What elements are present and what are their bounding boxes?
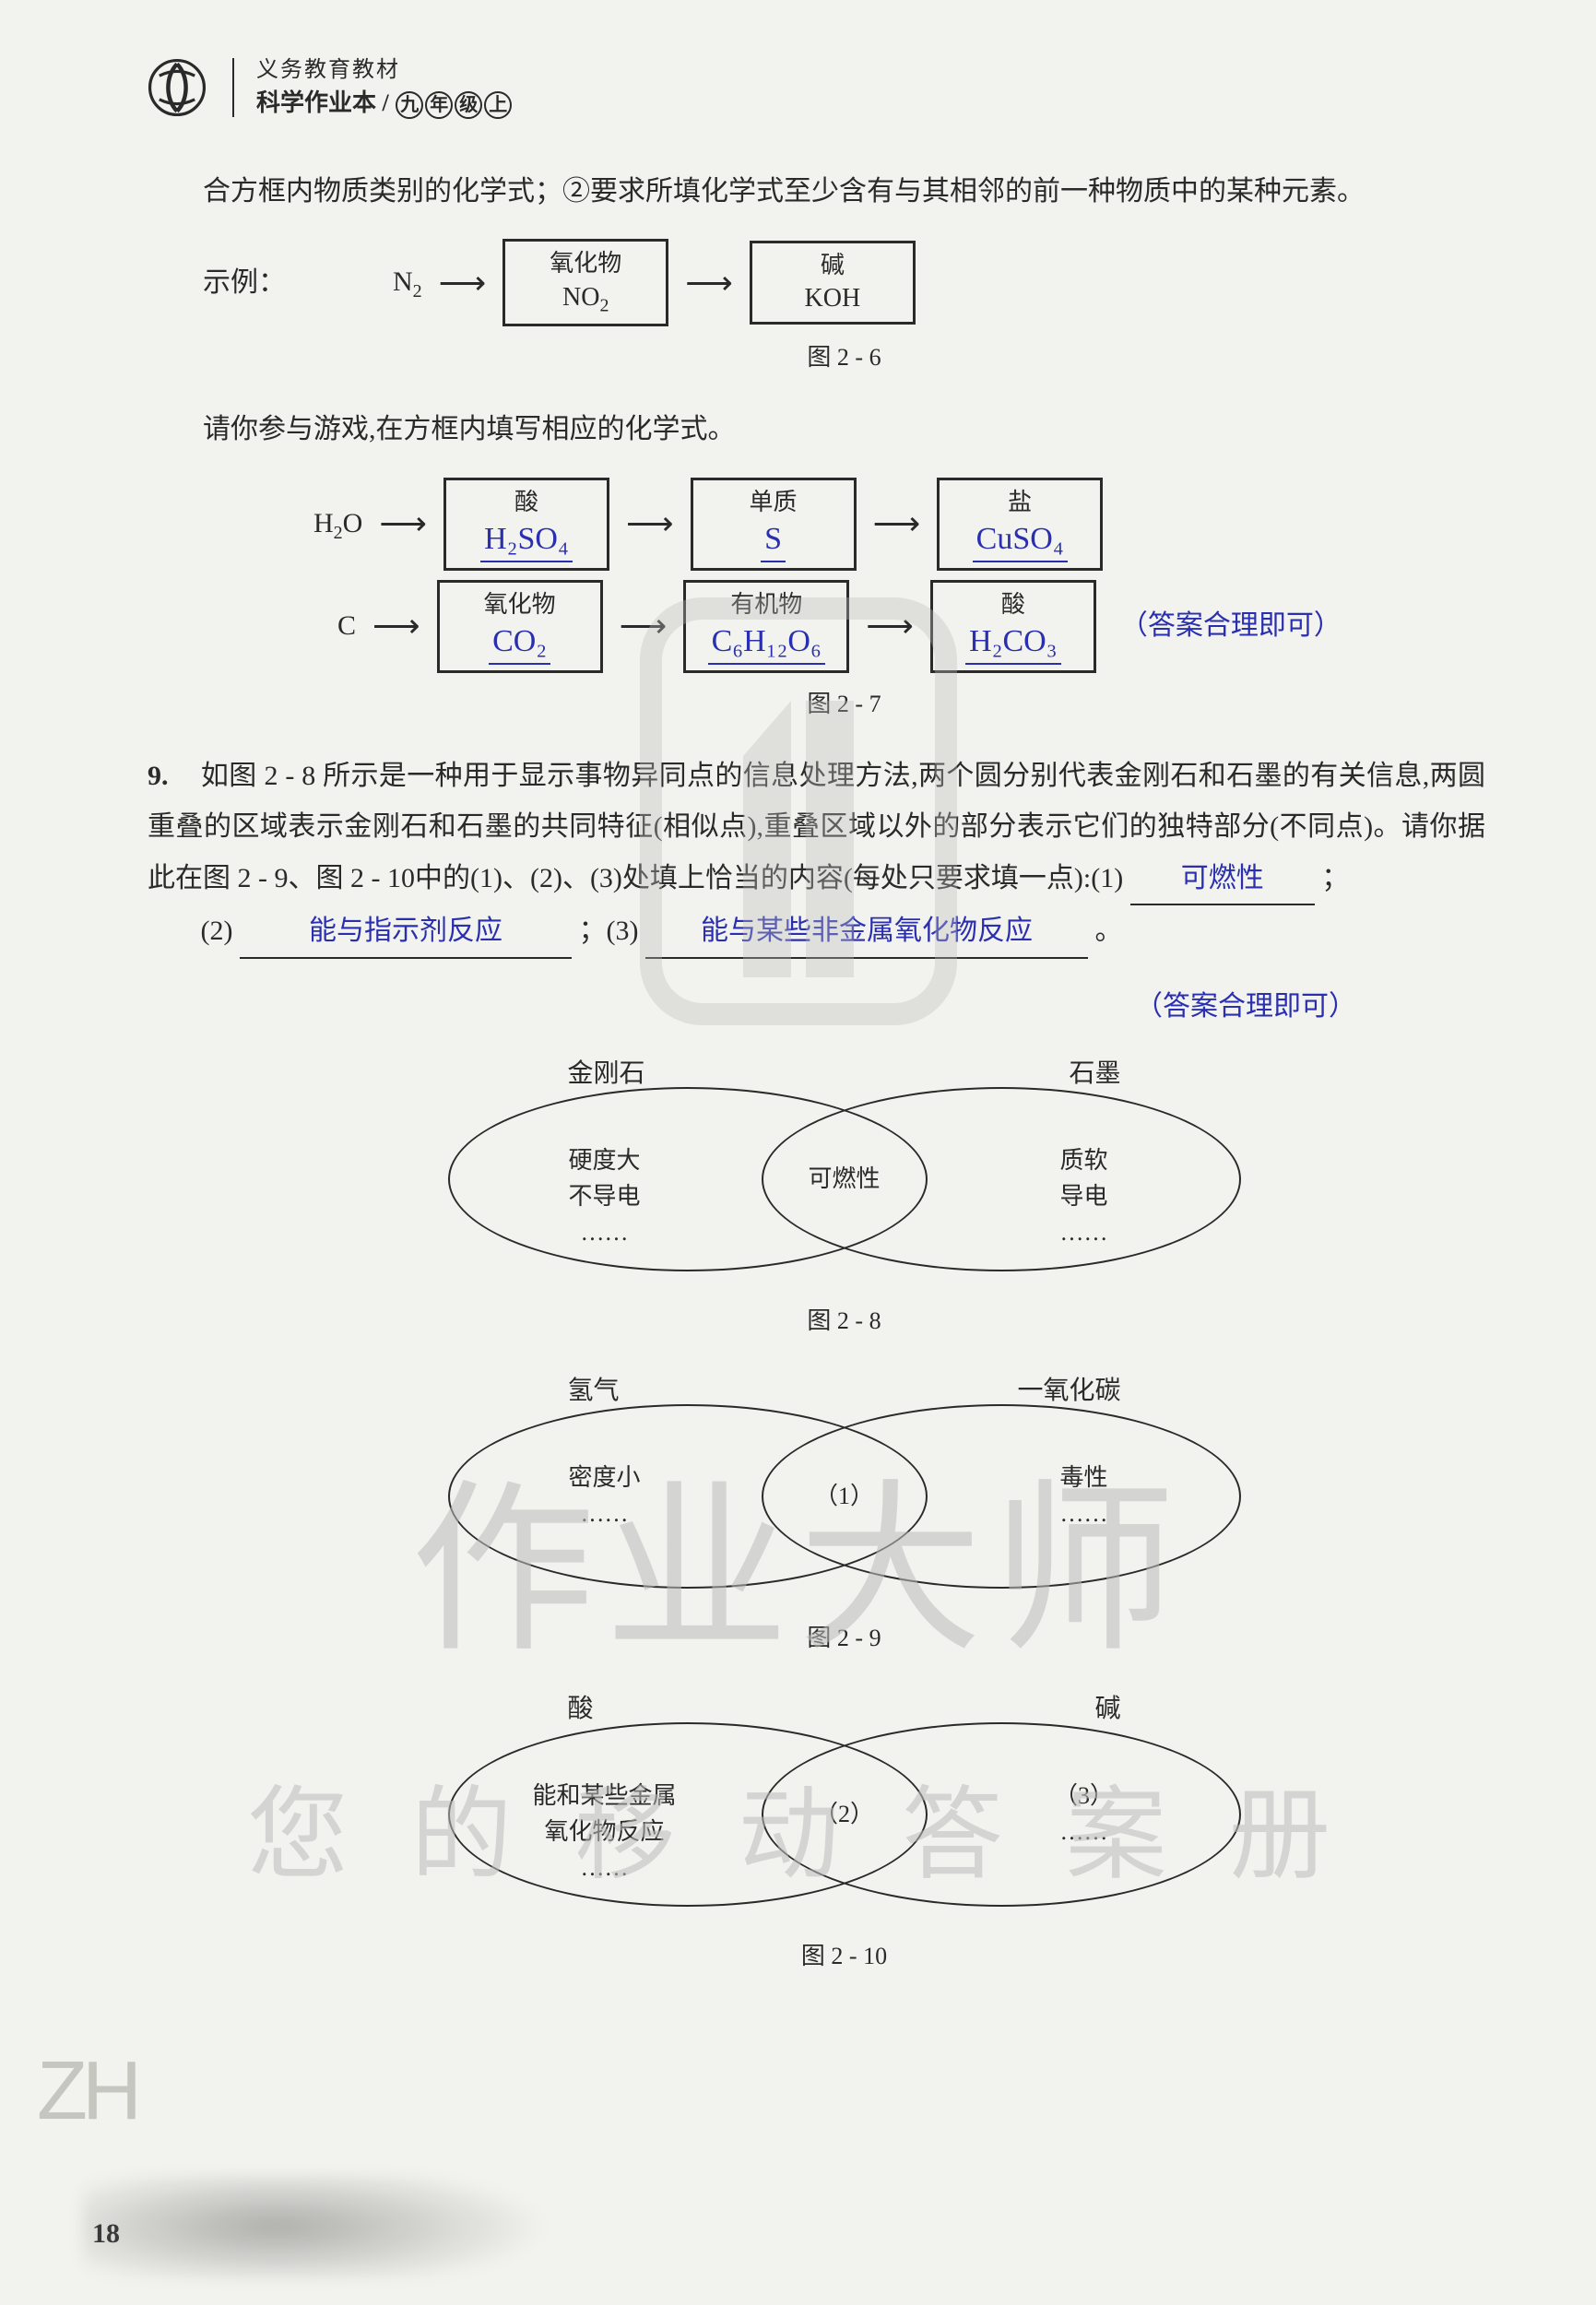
q9-mid2: ；(3): [578, 916, 638, 946]
arrow-icon: ⟶: [685, 253, 733, 314]
content-body: 合方框内物质类别的化学式；②要求所填化学式至少含有与其相邻的前一种物质中的某种元…: [148, 166, 1485, 1979]
fig27-b2-ans: S: [761, 518, 786, 562]
q9-blank2: 能与指示剂反应: [240, 905, 572, 959]
intro-continuation: 合方框内物质类别的化学式；②要求所填化学式至少含有与其相邻的前一种物质中的某种元…: [203, 166, 1485, 218]
fig27-side-note: （答案合理即可）: [1120, 600, 1342, 652]
page-number: 18: [92, 2218, 120, 2250]
venn29-mid-text: （1）: [743, 1478, 946, 1514]
fig27-r1-start-s: 2: [334, 523, 343, 543]
venn28-right-text: 质软 导电 ……: [983, 1142, 1186, 1250]
fig27-r1-start-b: O: [343, 508, 363, 538]
q9-tail1: ；: [1321, 863, 1349, 893]
q9-tail2: 。: [1094, 916, 1122, 946]
header-text: 义务教育教材 科学作业本 / 九年级上: [256, 55, 513, 120]
venn210-label-r: 碱: [1094, 1685, 1120, 1733]
fig26-start-sym: N: [393, 266, 413, 297]
venn29-caption: 图 2 - 9: [203, 1616, 1485, 1661]
fig26-box1-val-s: 2: [600, 295, 609, 315]
fig27-row1: H2O ⟶ 酸 H₂SO₄ ⟶ 单质 S ⟶ 盐 CuSO₄: [313, 478, 1485, 571]
example-row: 示例： N2 ⟶ 氧化物 NO2 ⟶ 碱 KOH: [203, 239, 1485, 326]
header-line1: 义务教育教材: [256, 55, 513, 87]
fig27-r2-start: C: [313, 600, 356, 652]
venn-210: 酸 碱 能和某些金属 氧化物反应 …… （2） （3） ……: [393, 1685, 1296, 1925]
header-line2: 科学作业本 / 九年级上: [256, 87, 513, 120]
venn-28: 金刚石 石墨 硬度大 不导电 …… 可燃性 质软 导电 ……: [393, 1050, 1296, 1290]
fig27-r1-start: H2O: [313, 498, 362, 550]
arrow-icon: ⟶: [379, 493, 427, 555]
fig26-box1-val: NO2: [524, 280, 647, 319]
fig26-box1-val-t: NO: [562, 283, 599, 312]
fig27-b4-cat: 氧化物: [458, 588, 582, 621]
fig27-caption: 图 2 - 7: [203, 682, 1485, 727]
example-label: 示例：: [203, 257, 286, 309]
grade-char-3: 级: [455, 91, 482, 119]
fig26-start-sub: 2: [413, 281, 422, 301]
fig27-b6-cat: 酸: [952, 588, 1075, 621]
fig26-box2-cat: 碱: [771, 249, 894, 281]
grade-char-1: 九: [396, 91, 423, 119]
fig26-start: N2: [393, 256, 422, 309]
fig27-b3-ans: CuSO₄: [973, 518, 1068, 562]
arrow-icon: ⟶: [626, 493, 674, 555]
venn29-left-text: 密度小 ……: [503, 1460, 706, 1531]
grade-char-4: 上: [484, 91, 512, 119]
fig27-box2: 单质 S: [691, 478, 857, 571]
fig27-box1: 酸 H₂SO₄: [443, 478, 609, 571]
header-book-title: 科学作业本: [256, 89, 376, 116]
logo-swirl-icon: [148, 58, 207, 117]
q9-blank1: 可燃性: [1130, 853, 1315, 906]
header-sep: /: [376, 89, 395, 116]
header-divider: [232, 58, 234, 117]
venn210-mid-text: （2）: [743, 1796, 946, 1832]
zh-corner-mark: ZH: [37, 2044, 136, 2139]
fig26-box2-val: KOH: [771, 281, 894, 316]
fig26-caption: 图 2 - 6: [203, 336, 1485, 380]
venn210-right-text: （3） ……: [983, 1778, 1186, 1850]
arrow-icon: ⟶: [866, 596, 914, 657]
q9-number: 9.: [148, 751, 194, 802]
fig27-b6-ans: H₂CO₃: [965, 621, 1061, 665]
fig27-b5-cat: 有机物: [704, 588, 828, 621]
venn210-left-text: 能和某些金属 氧化物反应 ……: [503, 1778, 706, 1885]
venn-29: 氢气 一氧化碳 密度小 …… （1） 毒性 ……: [393, 1367, 1296, 1607]
venn28-left-text: 硬度大 不导电 ……: [503, 1142, 706, 1250]
arrow-icon: ⟶: [439, 253, 487, 314]
fig27-prompt: 请你参与游戏,在方框内填写相应的化学式。: [203, 404, 1485, 455]
fig27-box3: 盐 CuSO₄: [937, 478, 1103, 571]
fig27-r1-start-a: H: [313, 508, 334, 538]
fig27-b5-ans: C₆H₁₂O₆: [708, 621, 825, 665]
fig27-box4: 氧化物 CO₂: [437, 580, 603, 673]
arrow-icon: ⟶: [372, 596, 420, 657]
fig26-box1: 氧化物 NO2: [502, 239, 668, 326]
fig27-b1-ans: H₂SO₄: [480, 518, 573, 562]
venn28-caption: 图 2 - 8: [203, 1299, 1485, 1343]
grade-char-2: 年: [425, 91, 453, 119]
q9-blank3: 能与某些非金属氧化物反应: [645, 905, 1088, 959]
page: 义务教育教材 科学作业本 / 九年级上 合方框内物质类别的化学式；②要求所填化学…: [0, 0, 1596, 2058]
fig27-row2: C ⟶ 氧化物 CO₂ ⟶ 有机物 C₆H₁₂O₆ ⟶ 酸 H₂CO₃ （答案合…: [313, 580, 1485, 673]
fig26-box1-cat: 氧化物: [524, 247, 647, 279]
fig27-b3-cat: 盐: [958, 486, 1082, 518]
q9-note: （答案合理即可）: [203, 981, 1485, 1033]
fig27-b4-ans: CO₂: [489, 621, 550, 665]
fig27-b2-cat: 单质: [712, 486, 835, 518]
venn210-caption: 图 2 - 10: [203, 1934, 1485, 1979]
fig26-box2: 碱 KOH: [750, 241, 916, 325]
arrow-icon: ⟶: [873, 493, 921, 555]
fig27-box6: 酸 H₂CO₃: [930, 580, 1096, 673]
scan-smudge: [83, 2176, 728, 2277]
q9-line2-a: (2): [201, 916, 233, 946]
fig27-box5: 有机物 C₆H₁₂O₆: [683, 580, 849, 673]
venn28-mid-text: 可燃性: [743, 1161, 946, 1197]
venn29-right-text: 毒性 ……: [983, 1460, 1186, 1531]
page-header: 义务教育教材 科学作业本 / 九年级上: [148, 55, 1485, 120]
venn210-label-l: 酸: [568, 1685, 594, 1733]
fig27-b1-cat: 酸: [465, 486, 588, 518]
arrow-icon: ⟶: [620, 596, 668, 657]
q9-paragraph: 9. 如图 2 - 8 所示是一种用于显示事物异同点的信息处理方法,两个圆分别代…: [148, 751, 1485, 959]
